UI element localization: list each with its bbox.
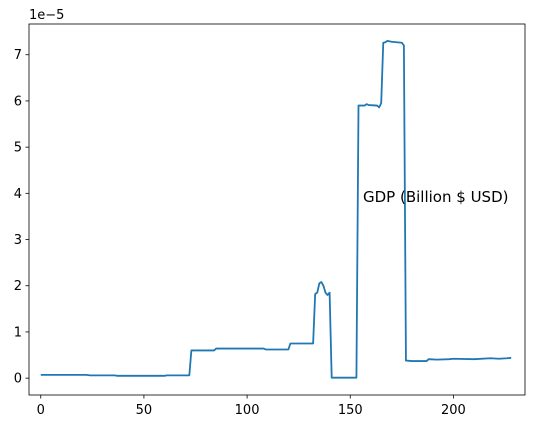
y-tick-label: 5 [14,141,22,156]
y-tick-label: 3 [14,233,22,248]
plot-area [29,24,525,395]
x-tick-label: 50 [136,403,153,418]
y-tick-label: 7 [14,48,22,63]
y-tick-label: 0 [14,372,22,387]
chart-annotation: GDP (Billion $ USD) [363,188,508,206]
y-tick-label: 1 [14,325,22,340]
y-offset-label: 1e−5 [29,8,64,23]
y-tick-label: 6 [14,94,22,109]
y-tick-label: 2 [14,279,22,294]
y-tick-label: 4 [14,187,22,202]
x-tick-label: 100 [235,403,260,418]
x-tick-label: 0 [37,403,45,418]
x-tick-label: 150 [338,403,363,418]
x-tick-label: 200 [441,403,466,418]
